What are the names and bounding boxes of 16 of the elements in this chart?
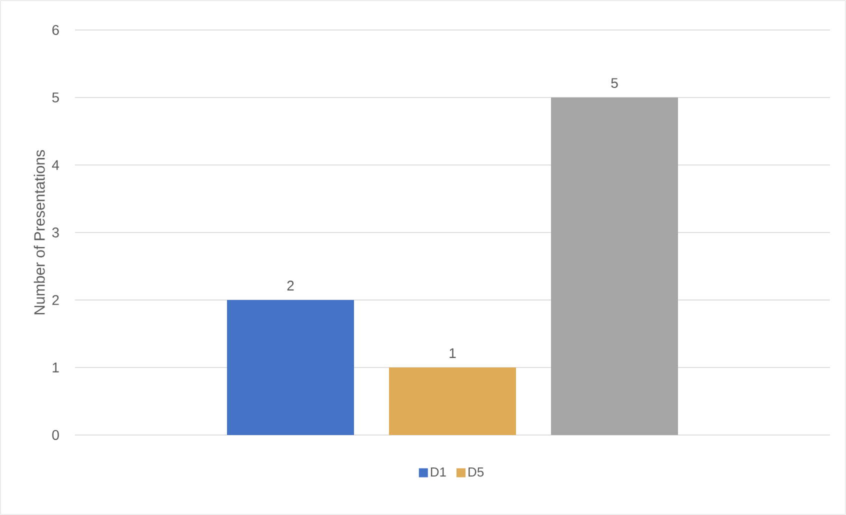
data-label: 1: [450, 348, 456, 358]
data-label: 5: [611, 78, 618, 88]
y-tick-label: 3: [52, 228, 59, 238]
data-label: 2: [287, 280, 294, 290]
y-tick-label: 1: [52, 362, 59, 372]
bar: [227, 300, 354, 435]
bar: [551, 98, 678, 435]
y-tick-label: 4: [52, 160, 60, 170]
legend-label: D1: [430, 468, 446, 476]
y-tick-label: 0: [52, 430, 59, 440]
bar: [389, 368, 516, 435]
y-axis-title: Number of Presentations: [34, 150, 45, 314]
y-tick-label: 2: [52, 295, 59, 305]
y-tick-label: 6: [52, 25, 59, 35]
legend-label: D5: [468, 468, 484, 477]
y-tick-label: 5: [52, 92, 59, 102]
